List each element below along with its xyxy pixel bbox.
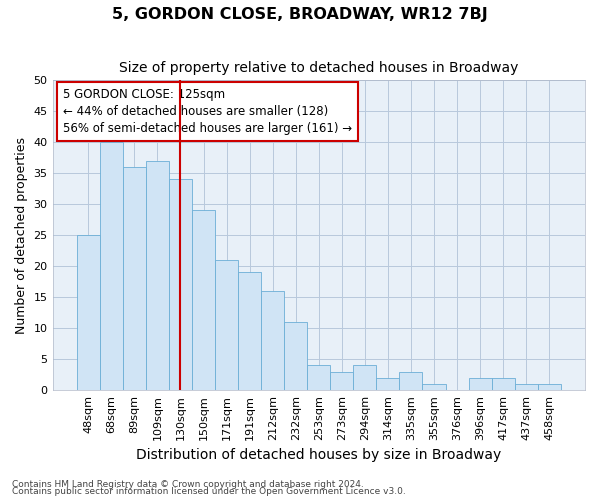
Bar xyxy=(353,366,376,390)
Title: Size of property relative to detached houses in Broadway: Size of property relative to detached ho… xyxy=(119,61,518,75)
Y-axis label: Number of detached properties: Number of detached properties xyxy=(15,137,28,334)
Bar xyxy=(284,322,307,390)
Bar xyxy=(376,378,400,390)
Bar xyxy=(422,384,446,390)
Bar xyxy=(538,384,561,390)
Bar xyxy=(146,161,169,390)
Bar xyxy=(123,167,146,390)
Bar xyxy=(100,142,123,390)
Bar xyxy=(169,180,192,390)
Text: 5 GORDON CLOSE: 125sqm
← 44% of detached houses are smaller (128)
56% of semi-de: 5 GORDON CLOSE: 125sqm ← 44% of detached… xyxy=(63,88,352,135)
Text: Contains HM Land Registry data © Crown copyright and database right 2024.: Contains HM Land Registry data © Crown c… xyxy=(12,480,364,489)
Bar xyxy=(515,384,538,390)
Bar xyxy=(400,372,422,390)
Text: 5, GORDON CLOSE, BROADWAY, WR12 7BJ: 5, GORDON CLOSE, BROADWAY, WR12 7BJ xyxy=(112,8,488,22)
Bar xyxy=(215,260,238,390)
Bar xyxy=(491,378,515,390)
Bar xyxy=(261,291,284,390)
Bar xyxy=(330,372,353,390)
Bar xyxy=(192,210,215,390)
Bar xyxy=(307,366,330,390)
Bar xyxy=(77,236,100,390)
Bar xyxy=(238,272,261,390)
Text: Contains public sector information licensed under the Open Government Licence v3: Contains public sector information licen… xyxy=(12,487,406,496)
X-axis label: Distribution of detached houses by size in Broadway: Distribution of detached houses by size … xyxy=(136,448,502,462)
Bar xyxy=(469,378,491,390)
